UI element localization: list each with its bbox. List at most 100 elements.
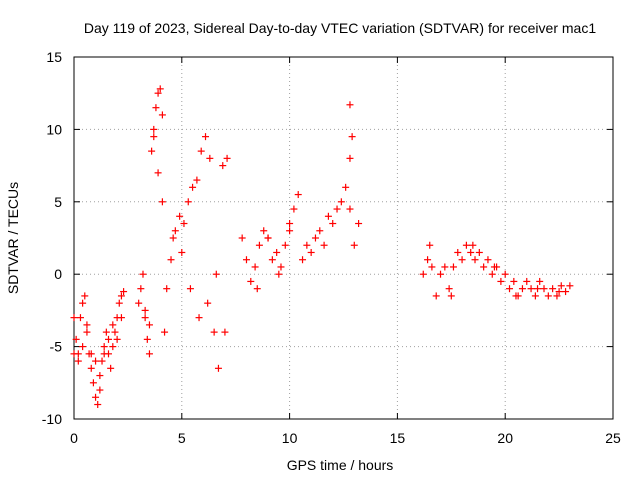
data-point [109,343,117,351]
data-point [432,292,440,300]
data-point [501,270,509,278]
data-point [290,205,298,213]
data-point [471,256,479,264]
data-point [490,263,498,271]
data-point [523,277,531,285]
data-point [104,335,112,343]
data-point [320,241,328,249]
data-point [89,379,97,387]
data-point [447,292,455,300]
data-point [475,248,483,256]
data-point [540,285,548,293]
data-point [253,285,261,293]
data-point [555,288,563,296]
data-point [268,256,276,264]
data-point [204,299,212,307]
data-point [94,401,102,409]
data-point [329,220,337,228]
data-point [107,364,115,372]
y-tick-label: 10 [46,121,62,137]
data-point [109,321,117,329]
data-point [154,169,162,177]
data-point [469,241,477,249]
data-point [176,212,184,220]
data-point [193,176,201,184]
data-point [273,248,281,256]
data-point [141,306,149,314]
data-point [120,288,128,296]
data-point [251,263,259,271]
data-point [342,183,350,191]
y-tick-label: -10 [42,411,62,427]
data-point [255,241,263,249]
data-point [158,111,166,119]
data-point [512,292,520,300]
data-point [92,357,100,365]
chart-title: Day 119 of 2023, Sidereal Day-to-day VTE… [84,20,596,36]
data-point [458,256,466,264]
data-point [462,241,470,249]
data-point [247,277,255,285]
data-point [355,220,363,228]
x-axis-tick-labels: 0 5 10 15 20 25 [70,430,621,446]
x-tick-label: 5 [178,430,186,446]
data-point [100,343,108,351]
data-point [72,335,80,343]
data-point [83,321,91,329]
data-point [195,314,203,322]
grid-lines [74,57,613,419]
data-point [333,205,341,213]
data-point [79,343,87,351]
data-point [202,133,210,141]
data-point [96,372,104,380]
data-points [70,85,574,409]
data-point [145,350,153,358]
x-tick-label: 0 [70,430,78,446]
data-point [158,198,166,206]
data-point [139,270,147,278]
data-point [87,350,95,358]
x-axis-label: GPS time / hours [287,457,394,473]
y-tick-label: -5 [50,339,63,355]
data-point [92,393,100,401]
data-point [510,277,518,285]
data-point [161,328,169,336]
data-point [264,234,272,242]
data-point [467,248,475,256]
data-point [277,263,285,271]
data-point [428,263,436,271]
data-point [219,162,227,170]
data-point [348,133,356,141]
data-point [553,292,561,300]
data-point [506,285,514,293]
data-point [135,299,143,307]
data-point [156,85,164,93]
data-point [141,314,149,322]
data-point [311,234,319,242]
data-point [544,292,552,300]
data-point [337,198,345,206]
data-point [111,328,119,336]
data-point [238,234,246,242]
data-point [214,364,222,372]
data-point [150,133,158,141]
data-point [96,386,104,394]
data-point [70,350,78,358]
axis-ticks [73,56,614,420]
data-point [527,285,535,293]
data-point [148,147,156,155]
x-tick-label: 15 [390,430,406,446]
data-point [74,357,82,365]
x-tick-label: 10 [282,430,298,446]
data-point [143,335,151,343]
data-point [316,227,324,235]
data-point [115,299,123,307]
data-point [221,328,229,336]
plot-frame [73,56,614,420]
data-point [152,104,160,112]
data-point [163,285,171,293]
data-point [557,282,565,290]
data-point [83,328,91,336]
data-point [100,350,108,358]
